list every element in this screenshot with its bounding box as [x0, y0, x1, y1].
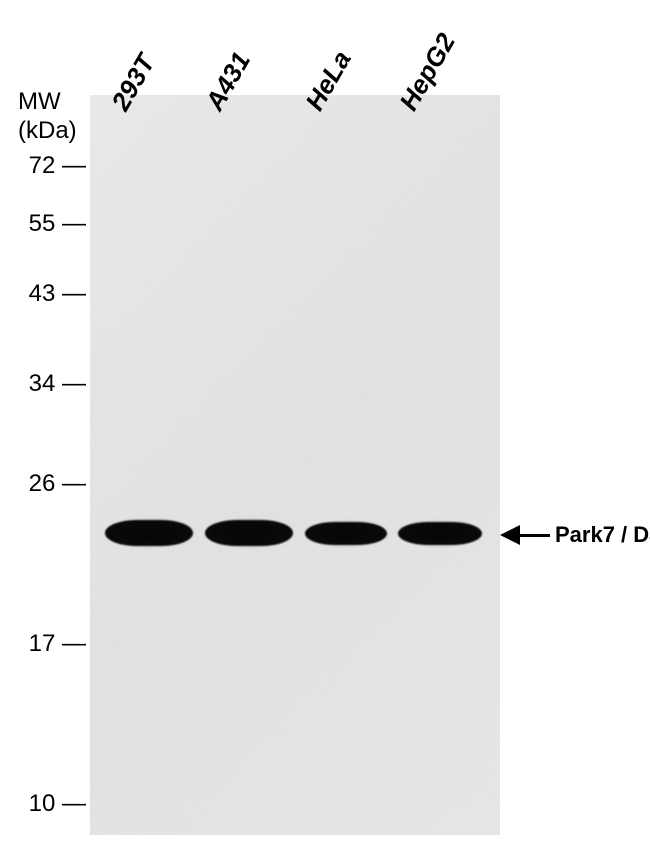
marker-43: 43 —	[29, 280, 86, 308]
marker-value: 34	[29, 370, 56, 397]
band-lane3	[305, 522, 387, 545]
marker-17: 17 —	[29, 630, 86, 658]
band-lane1	[105, 520, 193, 546]
western-blot-figure: MW (kDa) 293T A431 HeLa HepG2 72 — 55 — …	[0, 0, 650, 854]
marker-value: 43	[29, 280, 56, 307]
band-lane4	[398, 522, 482, 545]
marker-34: 34 —	[29, 370, 86, 398]
marker-55: 55 —	[29, 210, 86, 238]
marker-72: 72 —	[29, 152, 86, 180]
marker-value: 10	[29, 790, 56, 817]
annotation-label: Park7 / DJ-1	[555, 522, 650, 548]
marker-value: 55	[29, 210, 56, 237]
band-lane2	[205, 520, 293, 546]
noise-texture	[90, 95, 500, 835]
arrow-head-icon	[500, 525, 520, 545]
marker-10: 10 —	[29, 790, 86, 818]
mw-header: MW (kDa)	[18, 88, 77, 146]
marker-value: 72	[29, 152, 56, 179]
arrow-line	[520, 534, 550, 537]
mw-text-line2: (kDa)	[18, 117, 77, 146]
blot-membrane	[90, 95, 500, 835]
marker-value: 26	[29, 470, 56, 497]
annotation-arrow: Park7 / DJ-1	[500, 522, 650, 548]
marker-26: 26 —	[29, 470, 86, 498]
mw-text-line1: MW	[18, 88, 77, 117]
marker-value: 17	[29, 630, 56, 657]
